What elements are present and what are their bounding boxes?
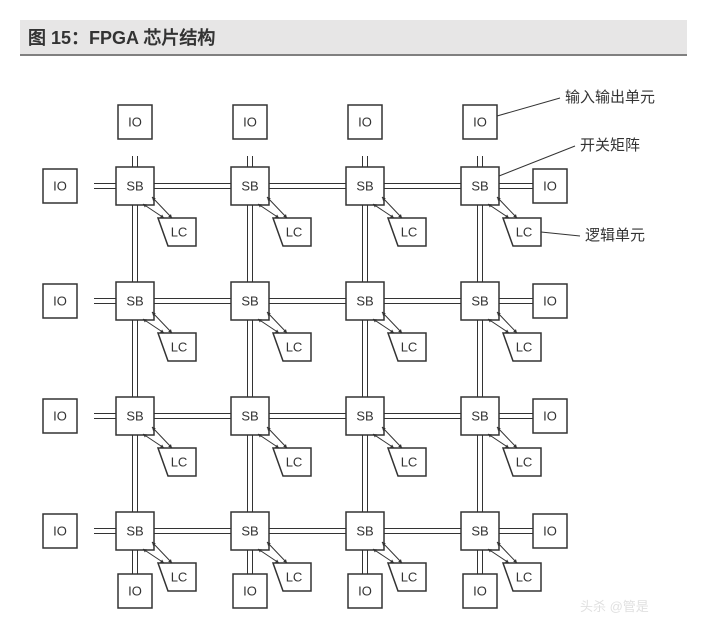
lc-label: LC	[401, 455, 418, 470]
lc-label: LC	[171, 570, 188, 585]
sb-label: SB	[126, 294, 143, 309]
lc-label: LC	[516, 340, 533, 355]
sb-label: SB	[126, 409, 143, 424]
sb-label: SB	[126, 524, 143, 539]
io-label: IO	[543, 294, 557, 309]
lc-label: LC	[286, 455, 303, 470]
io-label: IO	[243, 115, 257, 130]
sb-label: SB	[356, 409, 373, 424]
io-label: IO	[543, 524, 557, 539]
sb-label: SB	[356, 524, 373, 539]
sb-label: SB	[241, 524, 258, 539]
sb-label: SB	[471, 179, 488, 194]
io-label: IO	[243, 584, 257, 599]
io-label: IO	[128, 115, 142, 130]
fpga-diagram: IO IO IO IO IO IO IO IO IO IO IO IO IO IO IO IO SB LC SB LC…	[20, 66, 687, 626]
lc-label: LC	[171, 455, 188, 470]
watermark: 头杀 @管是	[580, 599, 649, 614]
io-label: IO	[358, 584, 372, 599]
io-label: IO	[543, 179, 557, 194]
sb-label: SB	[241, 409, 258, 424]
annotation-io: 输入输出单元	[565, 89, 655, 106]
sb-label: SB	[356, 294, 373, 309]
annotation-lc: 逻辑单元	[585, 227, 645, 244]
sb-label: SB	[241, 294, 258, 309]
sb-label: SB	[356, 179, 373, 194]
lc-label: LC	[401, 340, 418, 355]
lc-label: LC	[171, 340, 188, 355]
io-label: IO	[53, 179, 67, 194]
io-label: IO	[473, 584, 487, 599]
lc-label: LC	[401, 225, 418, 240]
figure-title: 图 15：FPGA 芯片结构	[20, 20, 687, 56]
io-label: IO	[473, 115, 487, 130]
io-label: IO	[53, 294, 67, 309]
lc-label: LC	[516, 455, 533, 470]
io-label: IO	[53, 524, 67, 539]
sb-label: SB	[471, 524, 488, 539]
io-label: IO	[543, 409, 557, 424]
io-label: IO	[128, 584, 142, 599]
lc-label: LC	[516, 225, 533, 240]
lc-label: LC	[516, 570, 533, 585]
sb-label: SB	[241, 179, 258, 194]
lc-label: LC	[401, 570, 418, 585]
lc-label: LC	[286, 340, 303, 355]
lc-label: LC	[171, 225, 188, 240]
sb-label: SB	[126, 179, 143, 194]
sb-label: SB	[471, 294, 488, 309]
lc-label: LC	[286, 225, 303, 240]
annotation-sb: 开关矩阵	[580, 137, 640, 154]
io-label: IO	[358, 115, 372, 130]
io-label: IO	[53, 409, 67, 424]
sb-label: SB	[471, 409, 488, 424]
lc-label: LC	[286, 570, 303, 585]
